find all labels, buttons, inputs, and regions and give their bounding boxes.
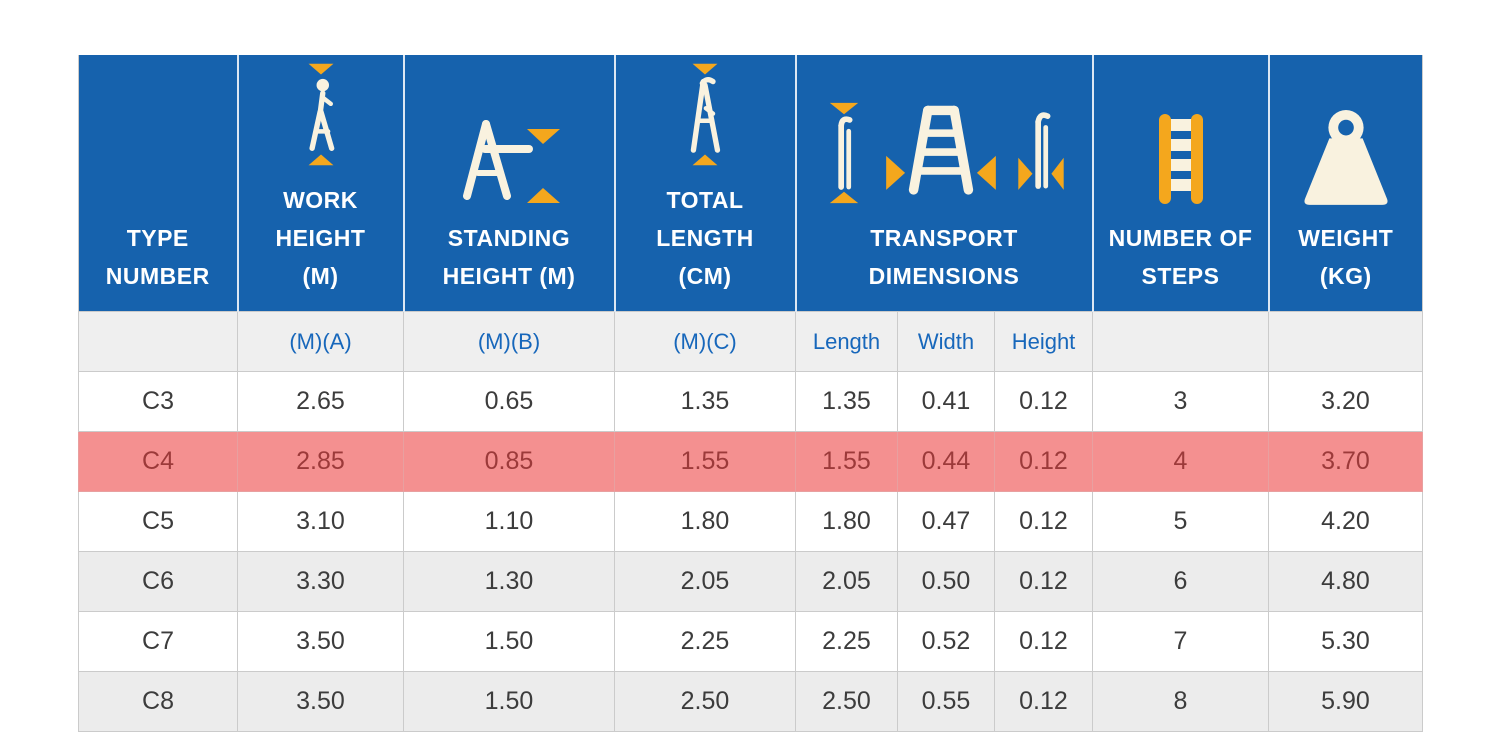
table-cell: 0.47 — [897, 491, 995, 552]
table-cell: 2.05 — [795, 551, 898, 612]
subheader-cell: (M)(C) — [614, 311, 796, 372]
col-header-transport-dimensions: TRANSPORT DIMENSIONS — [794, 55, 1093, 312]
table-cell: 4.80 — [1268, 551, 1423, 612]
subheader-cell: (M)(A) — [237, 311, 404, 372]
table-row: C5 3.10 1.10 1.80 1.80 0.47 0.12 5 4.20 — [78, 491, 1423, 552]
ladder-spec-table: TYPE NUMBER — [78, 55, 1423, 732]
col-header-label: WORK HEIGHT (M) — [275, 187, 366, 289]
table-cell: 0.12 — [994, 431, 1093, 492]
table-cell: 3.30 — [237, 551, 404, 612]
table-row: C6 3.30 1.30 2.05 2.05 0.50 0.12 6 4.80 — [78, 551, 1423, 612]
table-cell: C3 — [78, 371, 238, 432]
table-row-highlighted: C4 2.85 0.85 1.55 1.55 0.44 0.12 4 3.70 — [78, 431, 1423, 492]
table-row: C7 3.50 1.50 2.25 2.25 0.52 0.12 7 5.30 — [78, 611, 1423, 672]
table-cell: 5 — [1092, 491, 1269, 552]
table-cell: 2.85 — [237, 431, 404, 492]
table-cell: 7 — [1092, 611, 1269, 672]
table-cell: 2.50 — [614, 671, 796, 732]
table-cell: 3.50 — [237, 671, 404, 732]
table-cell: C6 — [78, 551, 238, 612]
table-cell: 5.90 — [1268, 671, 1423, 732]
col-header-label: NUMBER OF STEPS — [1108, 225, 1253, 289]
table-cell: 0.12 — [994, 551, 1093, 612]
table-cell: 1.55 — [614, 431, 796, 492]
table-row: C8 3.50 1.50 2.50 2.50 0.55 0.12 8 5.90 — [78, 671, 1423, 732]
col-header-label: TYPE NUMBER — [105, 225, 210, 289]
table-cell: 0.50 — [897, 551, 995, 612]
table-cell: 1.30 — [403, 551, 615, 612]
ladder-steps-icon — [1152, 113, 1210, 205]
col-header-work-height: WORK HEIGHT (M) — [236, 55, 404, 312]
table-cell: 0.55 — [897, 671, 995, 732]
table-cell: C7 — [78, 611, 238, 672]
transport-height-icon — [1016, 101, 1066, 205]
table-cell: 0.41 — [897, 371, 995, 432]
table-cell: 0.85 — [403, 431, 615, 492]
subheader-cell — [1268, 311, 1423, 372]
person-height-measure-icon — [292, 62, 350, 167]
table-cell: 2.25 — [614, 611, 796, 672]
table-cell: 0.12 — [994, 671, 1093, 732]
table-cell: C4 — [78, 431, 238, 492]
header-row: TYPE NUMBER — [78, 55, 1423, 312]
col-header-label: WEIGHT (KG) — [1298, 225, 1394, 289]
table-cell: 1.50 — [403, 671, 615, 732]
table-row: C3 2.65 0.65 1.35 1.35 0.41 0.12 3 3.20 — [78, 371, 1423, 432]
table-cell: 1.80 — [614, 491, 796, 552]
table-cell: 1.55 — [795, 431, 898, 492]
subheader-row: (M)(A) (M)(B) (M)(C) Length Width Height — [78, 311, 1423, 372]
col-header-label: STANDING HEIGHT (M) — [442, 225, 576, 289]
table-cell: 2.05 — [614, 551, 796, 612]
col-header-label: TRANSPORT DIMENSIONS — [868, 225, 1020, 289]
subheader-cell: Height — [994, 311, 1093, 372]
transport-length-icon — [822, 101, 866, 205]
table-cell: 0.44 — [897, 431, 995, 492]
subheader-cell: Width — [897, 311, 995, 372]
table-cell: 0.12 — [994, 371, 1093, 432]
transport-width-icon — [882, 101, 1000, 205]
col-header-total-length: TOTAL LENGTH (CM) — [613, 55, 796, 312]
ladder-total-length-icon — [676, 62, 734, 167]
table-cell: 1.80 — [795, 491, 898, 552]
table-cell: 3.70 — [1268, 431, 1423, 492]
col-header-number-of-steps: NUMBER OF STEPS — [1091, 55, 1269, 312]
stepladder-standing-height-icon — [455, 113, 563, 205]
weight-kettlebell-icon — [1301, 107, 1391, 205]
table-cell: 2.25 — [795, 611, 898, 672]
table-cell: 2.65 — [237, 371, 404, 432]
table-cell: 1.50 — [403, 611, 615, 672]
table-cell: 1.10 — [403, 491, 615, 552]
col-header-weight: WEIGHT (KG) — [1267, 55, 1423, 312]
subheader-cell — [78, 311, 238, 372]
col-header-label: TOTAL LENGTH (CM) — [656, 187, 754, 289]
table-cell: 4.20 — [1268, 491, 1423, 552]
table-cell: 0.12 — [994, 611, 1093, 672]
table-cell: 2.50 — [795, 671, 898, 732]
table-cell: C8 — [78, 671, 238, 732]
table-cell: 1.35 — [614, 371, 796, 432]
col-header-type-number: TYPE NUMBER — [78, 55, 238, 312]
table-cell: C5 — [78, 491, 238, 552]
table-cell: 1.35 — [795, 371, 898, 432]
subheader-cell: Length — [795, 311, 898, 372]
table-cell: 3.50 — [237, 611, 404, 672]
subheader-cell: (M)(B) — [403, 311, 615, 372]
table-cell: 4 — [1092, 431, 1269, 492]
subheader-cell — [1092, 311, 1269, 372]
table-cell: 0.52 — [897, 611, 995, 672]
table-cell: 3.20 — [1268, 371, 1423, 432]
table-cell: 8 — [1092, 671, 1269, 732]
table-cell: 3.10 — [237, 491, 404, 552]
table-cell: 6 — [1092, 551, 1269, 612]
table-cell: 0.65 — [403, 371, 615, 432]
table-cell: 3 — [1092, 371, 1269, 432]
table-cell: 0.12 — [994, 491, 1093, 552]
table-cell: 5.30 — [1268, 611, 1423, 672]
col-header-standing-height: STANDING HEIGHT (M) — [402, 55, 615, 312]
